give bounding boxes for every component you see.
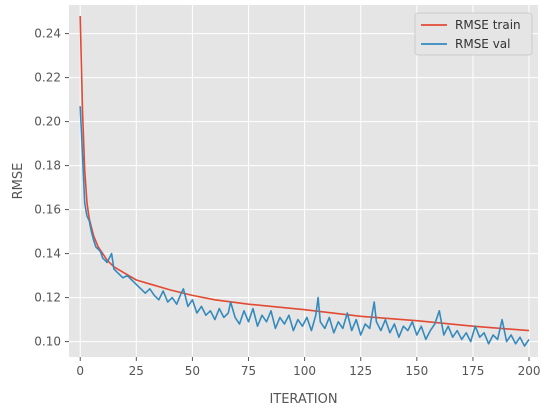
x-tick-label: 0 <box>76 364 84 378</box>
grid <box>69 5 538 357</box>
y-tick-label: 0.20 <box>34 115 61 129</box>
x-tick-label: 125 <box>349 364 372 378</box>
x-tick-label: 25 <box>129 364 144 378</box>
y-tick-label: 0.18 <box>34 159 61 173</box>
series-line-rmse-train <box>79 15 530 332</box>
plot-area <box>69 5 538 357</box>
y-tick-label: 0.16 <box>34 203 61 217</box>
x-tick-label: 150 <box>405 364 428 378</box>
x-tick-label: 50 <box>185 364 200 378</box>
y-tick-label: 0.12 <box>34 291 61 305</box>
x-tick-label: 175 <box>461 364 484 378</box>
y-tick-label: 0.24 <box>34 27 61 41</box>
x-axis-label: ITERATION <box>269 392 337 407</box>
series-line-rmse-val <box>79 106 530 347</box>
legend-label: RMSE val <box>455 37 511 51</box>
legend-label: RMSE train <box>455 18 521 32</box>
y-tick-label: 0.22 <box>34 71 61 85</box>
y-tick-label: 0.14 <box>34 247 61 261</box>
y-tick-label: 0.10 <box>34 335 61 349</box>
series-group <box>79 15 530 347</box>
axis-ticks: 0 25 50 75 100 125 150 175 200 0.10 0.12 0.14 0.16 0.… <box>34 27 540 378</box>
x-tick-label: 75 <box>241 364 256 378</box>
y-axis-label: RMSE <box>11 163 26 200</box>
x-tick-label: 100 <box>293 364 316 378</box>
x-tick-label: 200 <box>518 364 541 378</box>
legend: RMSE train RMSE val <box>414 12 533 56</box>
